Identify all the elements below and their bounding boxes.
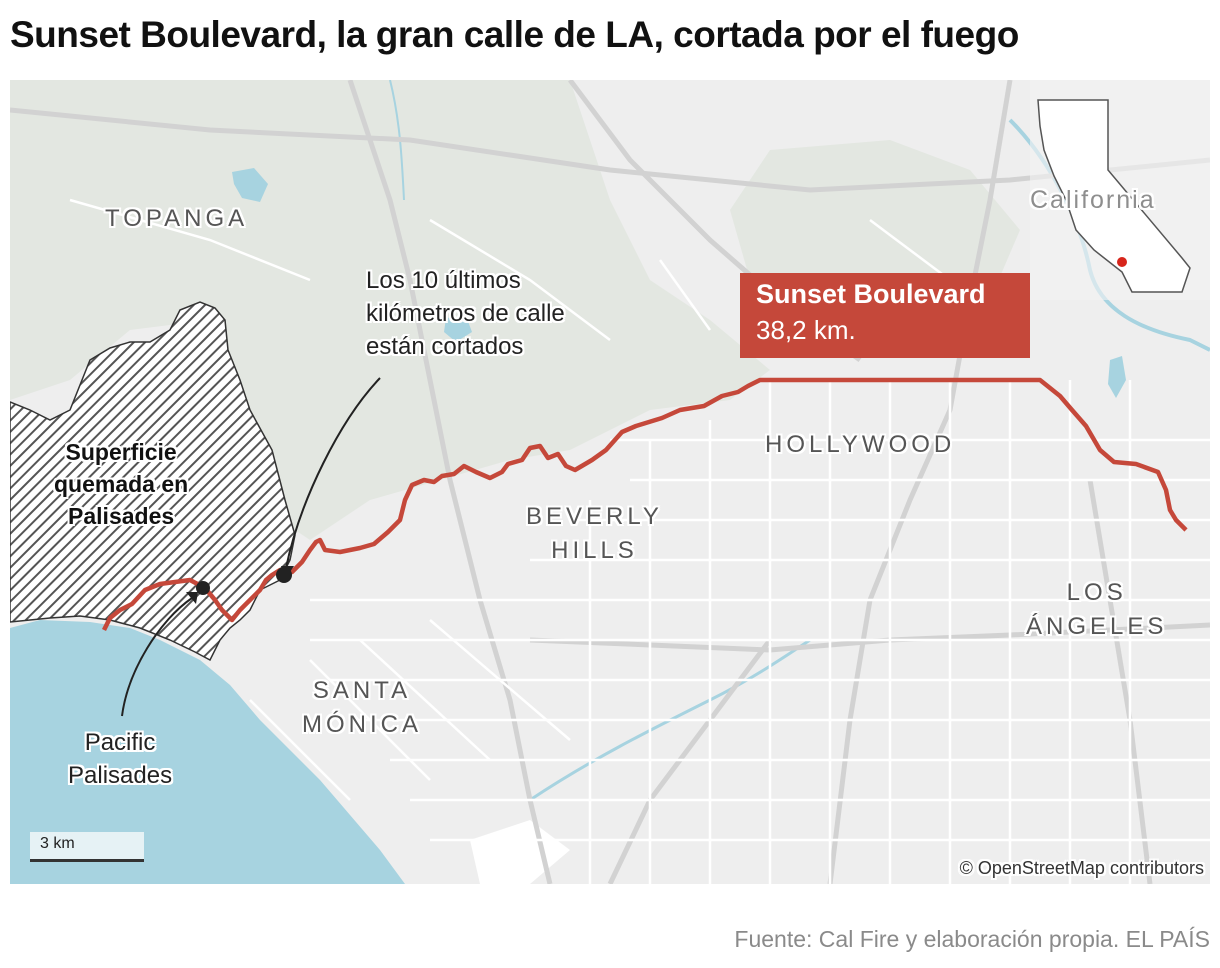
closed-note-line1: Los 10 últimos	[366, 267, 521, 294]
place-santa-monica-line2: MÓNICA	[302, 711, 422, 738]
sunset-name: Sunset Boulevard	[756, 279, 986, 309]
pacific-palisades-label: Pacific Palisades	[68, 726, 172, 792]
map-title: Sunset Boulevard, la gran calle de LA, c…	[10, 14, 1019, 55]
closed-note: Los 10 últimos kilómetros de calle están…	[366, 264, 565, 363]
reservoir	[444, 316, 472, 342]
closed-note-line3: están cortados	[366, 333, 524, 360]
street-grid	[69, 198, 1210, 884]
pacific-palisades-point	[196, 581, 210, 595]
map-area[interactable]: TOPANGA BEVERLY HILLS HOLLYWOOD SANTA MÓ…	[10, 80, 1210, 884]
reservoir	[232, 168, 268, 202]
place-hollywood: HOLLYWOOD	[765, 431, 956, 458]
source-note: Fuente: Cal Fire y elaboración propia. E…	[734, 926, 1210, 952]
burn-area-label: Superficie quemada en Palisades	[54, 436, 188, 532]
burn-area	[10, 301, 296, 662]
pacific-palisades-line1: Pacific	[84, 729, 156, 756]
ballona-creek	[529, 638, 811, 802]
burn-area-label-line3: Palisades	[68, 503, 175, 529]
burn-area-label-line2: quemada en	[54, 471, 189, 497]
closed-note-line2: kilómetros de calle	[366, 300, 565, 327]
california-inset	[1030, 80, 1210, 300]
closure-start-point	[276, 567, 292, 583]
scale-bar: 3 km	[30, 832, 144, 862]
basemap	[10, 80, 1210, 884]
place-los-angeles-line1: LOS	[1066, 579, 1127, 606]
sunset-length: 38,2 km.	[756, 315, 856, 345]
california-shape	[1037, 99, 1191, 293]
pacific-ocean	[10, 620, 405, 884]
la-location-dot	[1117, 257, 1127, 267]
pacific-palisades-line2: Palisades	[68, 762, 173, 789]
place-beverly-hills: BEVERLY HILLS	[526, 500, 663, 568]
place-los-angeles-line2: ÁNGELES	[1026, 613, 1168, 640]
place-beverly-hills-line1: BEVERLY	[526, 503, 663, 530]
place-beverly-hills-line2: HILLS	[551, 537, 638, 564]
sunset-route	[101, 377, 1188, 632]
scale-label: 3 km	[40, 835, 75, 852]
santa-monica-mountains	[10, 80, 770, 540]
map-attribution: © OpenStreetMap contributors	[959, 858, 1204, 878]
sunset-label-box: Sunset Boulevard 38,2 km.	[740, 273, 1030, 358]
place-los-angeles: LOS ÁNGELES	[1026, 576, 1167, 644]
place-santa-monica-line1: SANTA	[312, 677, 412, 704]
place-topanga: TOPANGA	[105, 205, 249, 232]
burn-area-label-line1: Superficie	[65, 439, 177, 465]
reservoir	[1108, 356, 1126, 398]
california-label: California	[1030, 186, 1156, 214]
place-santa-monica: SANTA MÓNICA	[302, 674, 422, 742]
